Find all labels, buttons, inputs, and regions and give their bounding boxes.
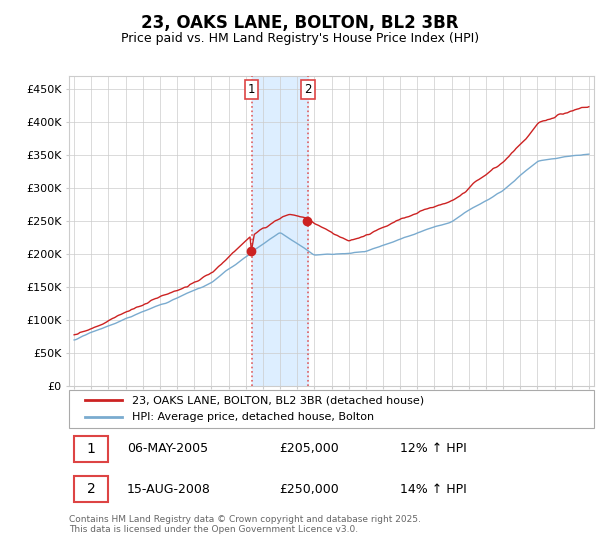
Text: Contains HM Land Registry data © Crown copyright and database right 2025.
This d: Contains HM Land Registry data © Crown c… bbox=[69, 515, 421, 534]
Text: 23, OAKS LANE, BOLTON, BL2 3BR: 23, OAKS LANE, BOLTON, BL2 3BR bbox=[141, 14, 459, 32]
Text: £250,000: £250,000 bbox=[279, 483, 339, 496]
Text: 1: 1 bbox=[248, 83, 256, 96]
Text: 15-AUG-2008: 15-AUG-2008 bbox=[127, 483, 211, 496]
Text: £205,000: £205,000 bbox=[279, 442, 339, 455]
Text: 1: 1 bbox=[87, 442, 96, 456]
Text: HPI: Average price, detached house, Bolton: HPI: Average price, detached house, Bolt… bbox=[132, 412, 374, 422]
Text: 2: 2 bbox=[87, 482, 95, 496]
Text: 23, OAKS LANE, BOLTON, BL2 3BR (detached house): 23, OAKS LANE, BOLTON, BL2 3BR (detached… bbox=[132, 395, 424, 405]
FancyBboxPatch shape bbox=[74, 477, 109, 502]
Bar bbox=[252, 76, 308, 386]
Text: Price paid vs. HM Land Registry's House Price Index (HPI): Price paid vs. HM Land Registry's House … bbox=[121, 32, 479, 45]
FancyBboxPatch shape bbox=[74, 436, 109, 461]
Text: 14% ↑ HPI: 14% ↑ HPI bbox=[400, 483, 467, 496]
Text: 12% ↑ HPI: 12% ↑ HPI bbox=[400, 442, 467, 455]
Text: 06-MAY-2005: 06-MAY-2005 bbox=[127, 442, 208, 455]
Text: 2: 2 bbox=[304, 83, 311, 96]
FancyBboxPatch shape bbox=[69, 390, 594, 428]
